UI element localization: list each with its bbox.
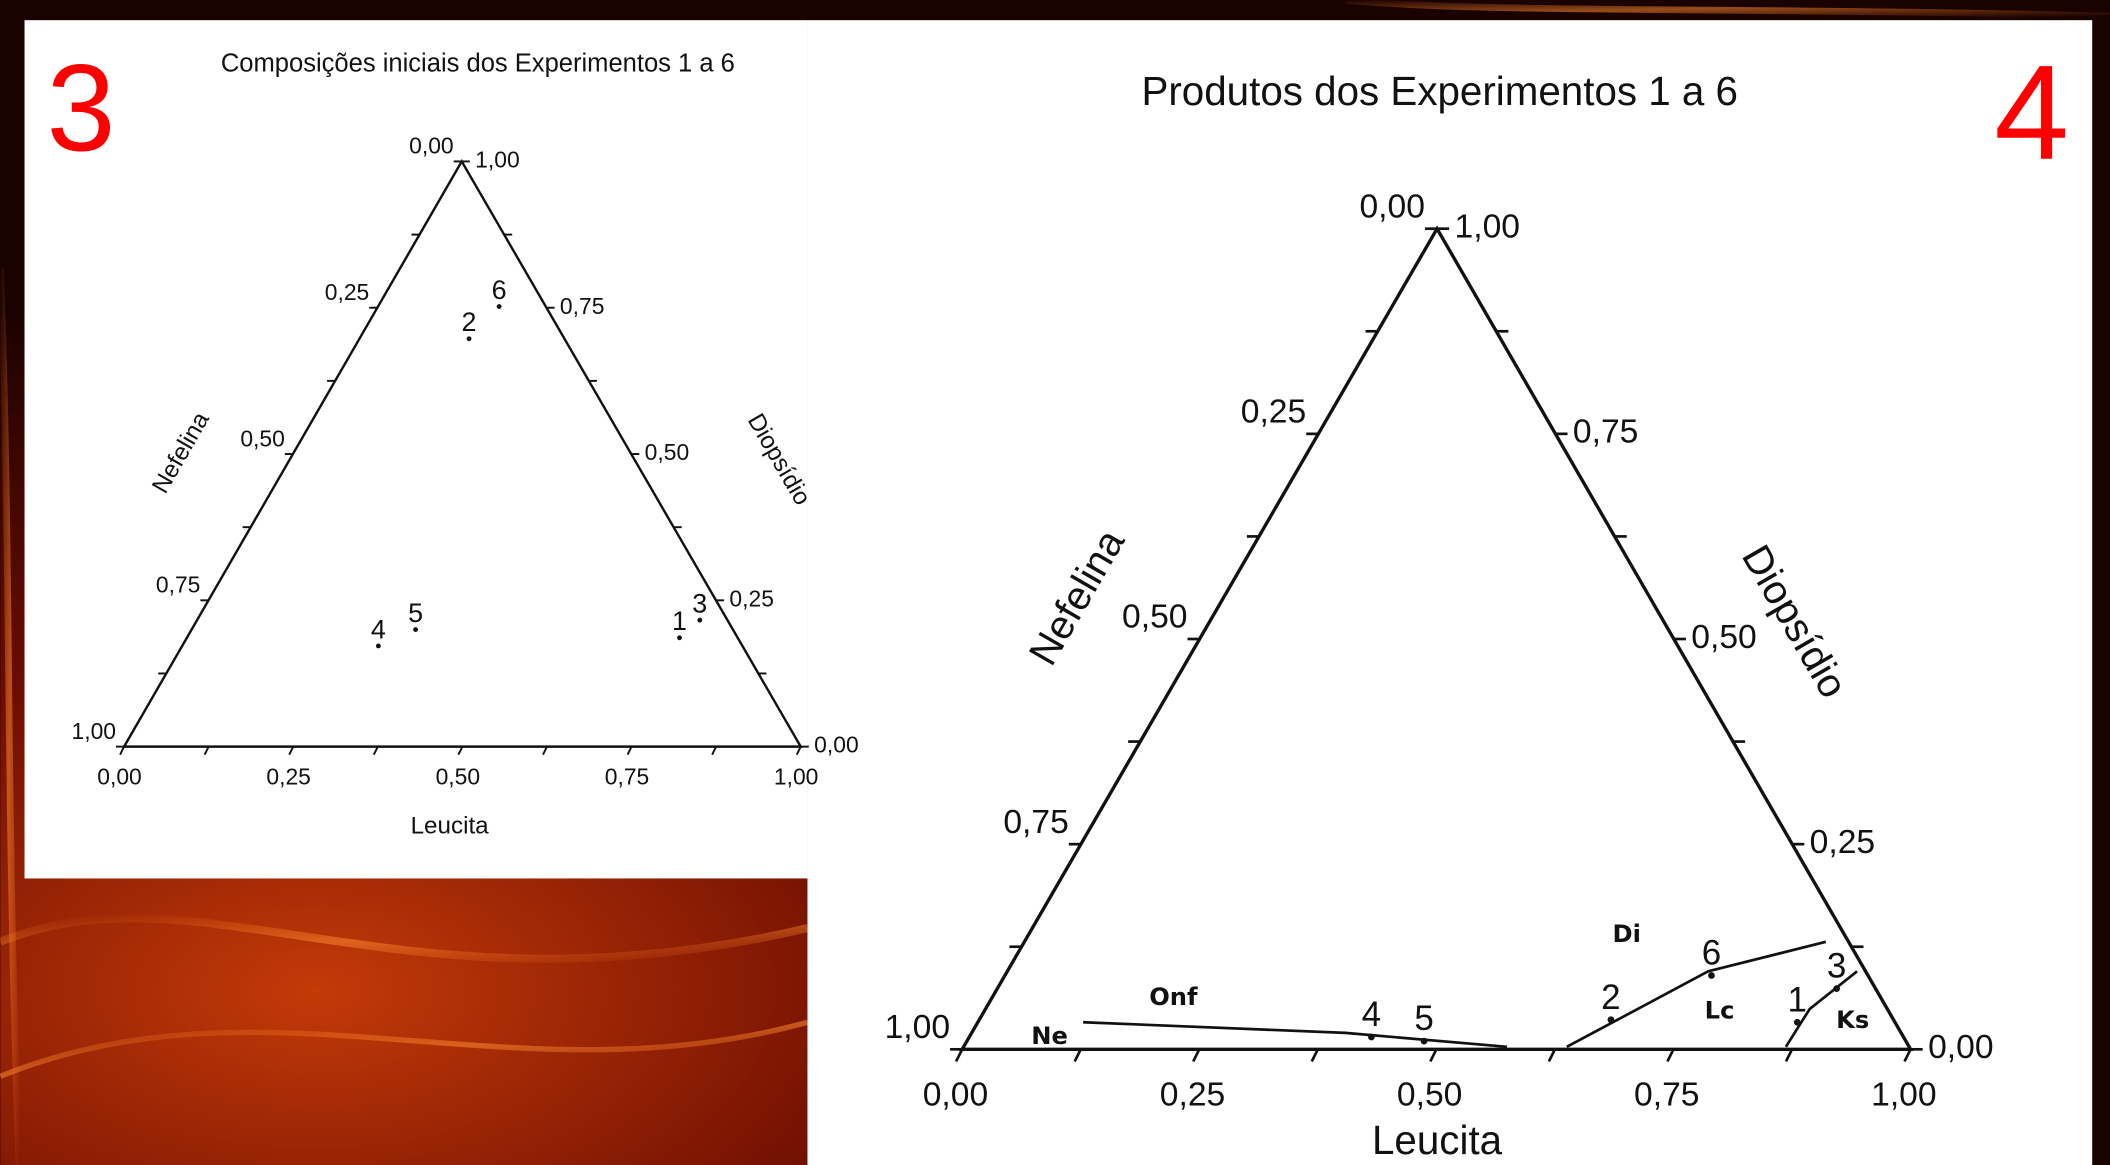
right-tick-label: 0,00 xyxy=(814,732,859,758)
left-tick-label: 0,75 xyxy=(156,572,200,598)
region-label: Ks xyxy=(1836,1006,1869,1034)
point-label: 2 xyxy=(462,307,477,337)
slide: 3 Composições iniciais dos Experimentos 1… xyxy=(0,0,2110,1165)
left-tick-label: 0,00 xyxy=(1359,188,1424,225)
bottom-tick-label: 1,00 xyxy=(1871,1076,1936,1113)
data-point xyxy=(1833,985,1840,992)
right-tick-label: 0,25 xyxy=(1810,824,1875,861)
region-label: Onf xyxy=(1149,983,1198,1011)
bottom-tick-label: 0,00 xyxy=(923,1076,988,1113)
left-tick-label: 0,25 xyxy=(1241,394,1306,431)
point-label: 5 xyxy=(408,598,423,628)
panel xyxy=(807,20,2092,1165)
point-label: 3 xyxy=(1827,947,1846,986)
axis-label: Leucita xyxy=(411,813,490,840)
point-label: 2 xyxy=(1601,978,1620,1017)
left-tick-label: 0,25 xyxy=(325,279,369,305)
point-label: 6 xyxy=(1702,934,1721,973)
bottom-tick-label: 0,75 xyxy=(1634,1076,1699,1113)
left-tick-label: 0,00 xyxy=(409,133,454,159)
right-tick-label: 0,50 xyxy=(1691,619,1756,656)
point-label: 1 xyxy=(1788,980,1807,1019)
panel-label: 4 xyxy=(1994,37,2069,188)
left-tick-label: 0,75 xyxy=(1003,804,1068,841)
region-label: Di xyxy=(1613,920,1641,948)
bottom-tick-label: 0,50 xyxy=(436,764,481,790)
point-label: 6 xyxy=(492,275,507,305)
data-point xyxy=(1421,1038,1428,1045)
chart-title: Composições iniciais dos Experimentos 1 … xyxy=(221,49,735,77)
point-label: 4 xyxy=(1362,995,1381,1034)
left-tick-label: 1,00 xyxy=(72,718,116,744)
chart-title: Produtos dos Experimentos 1 a 6 xyxy=(1141,68,1738,114)
left-tick-label: 0,50 xyxy=(1122,599,1187,636)
data-point xyxy=(1368,1034,1375,1041)
right-tick-label: 0,50 xyxy=(645,439,690,465)
left-tick-label: 1,00 xyxy=(885,1009,950,1046)
right-tick-label: 0,00 xyxy=(1928,1029,1993,1066)
bottom-tick-label: 0,50 xyxy=(1397,1076,1462,1113)
right-tick-label: 0,25 xyxy=(729,585,774,611)
point-label: 5 xyxy=(1414,999,1433,1038)
data-point xyxy=(1608,1016,1615,1023)
axis-label: Leucita xyxy=(1372,1117,1503,1163)
panel-label: 3 xyxy=(47,40,116,178)
page: {"chart_data": [ {"type": "ternary", "pa… xyxy=(0,0,2110,1165)
bottom-tick-label: 0,25 xyxy=(1160,1076,1225,1113)
left-tick-label: 0,50 xyxy=(240,425,284,451)
bottom-tick-label: 0,25 xyxy=(266,764,310,790)
bottom-tick-label: 0,00 xyxy=(97,764,142,790)
bottom-tick-label: 0,75 xyxy=(605,764,650,790)
right-tick-label: 1,00 xyxy=(1455,209,1520,246)
right-tick-label: 0,75 xyxy=(1573,414,1638,451)
region-label: Ne xyxy=(1031,1022,1068,1050)
data-point xyxy=(1794,1019,1801,1026)
point-label: 4 xyxy=(371,614,386,644)
right-tick-label: 0,75 xyxy=(560,293,605,319)
right-tick-label: 1,00 xyxy=(475,146,520,172)
point-label: 1 xyxy=(672,606,687,636)
point-label: 3 xyxy=(692,589,707,619)
region-label: Lc xyxy=(1705,997,1735,1025)
data-point xyxy=(1708,972,1715,979)
bottom-tick-label: 1,00 xyxy=(774,764,819,790)
